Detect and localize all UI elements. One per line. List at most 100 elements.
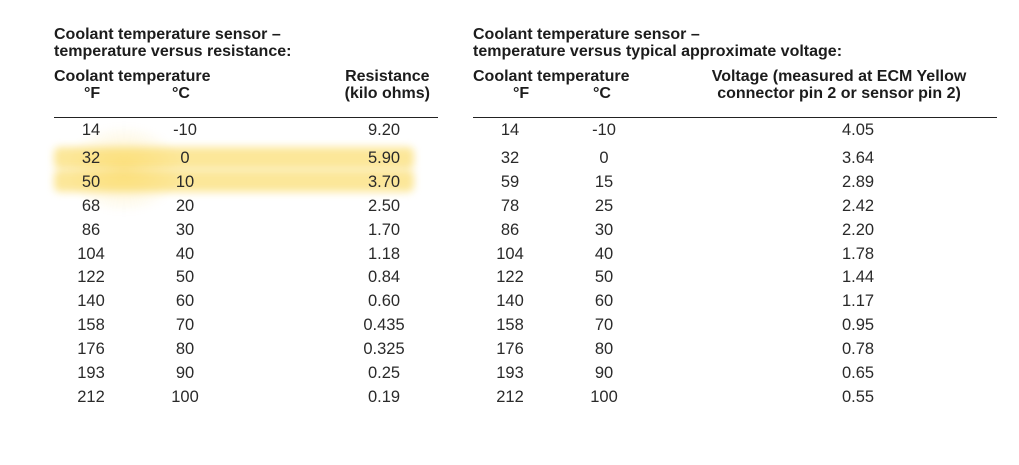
fahrenheit-cell: 158 bbox=[496, 316, 524, 335]
voltage-header: Voltage (measured at ECM Yellow connecto… bbox=[689, 68, 989, 102]
celsius-cell: 90 bbox=[594, 364, 614, 383]
table-row: 78 25 2.42 bbox=[473, 194, 997, 218]
voltage-cell: 1.78 bbox=[841, 244, 875, 263]
voltage-cell: 2.20 bbox=[841, 220, 875, 239]
table-row: 158 70 0.435 bbox=[54, 313, 438, 337]
fahrenheit-cell: 158 bbox=[77, 316, 105, 335]
resistance-cell: 0.325 bbox=[363, 340, 405, 359]
celsius-cell: 60 bbox=[175, 292, 195, 311]
header-rule bbox=[473, 117, 997, 118]
fahrenheit-cell: 14 bbox=[81, 121, 101, 139]
celsius-header: °C bbox=[172, 85, 190, 102]
fahrenheit-cell: 14 bbox=[500, 121, 520, 139]
fahrenheit-cell: 193 bbox=[77, 364, 105, 383]
voltage-rows: 14 -10 4.05 32 0 3.64 59 15 2.89 78 25 2.42 86 30 2.20… bbox=[473, 118, 997, 409]
celsius-header: °C bbox=[593, 85, 611, 102]
table-row: 104 40 1.18 bbox=[54, 242, 438, 266]
voltage-cell: 4.05 bbox=[841, 121, 875, 139]
table-row: 86 30 2.20 bbox=[473, 218, 997, 242]
resistance-header-line1: Resistance bbox=[345, 68, 430, 85]
celsius-cell: 80 bbox=[594, 340, 614, 359]
voltage-cell: 2.42 bbox=[841, 196, 875, 215]
voltage-title-line1: Coolant temperature sensor – bbox=[473, 26, 700, 43]
celsius-cell: 70 bbox=[175, 316, 195, 335]
celsius-cell: 30 bbox=[594, 220, 614, 239]
voltage-title-line2: temperature versus typical approximate v… bbox=[473, 43, 843, 60]
table-row: 193 90 0.25 bbox=[54, 361, 438, 385]
table-row: 122 50 0.84 bbox=[54, 265, 438, 289]
table-row: 32 0 3.64 bbox=[473, 146, 997, 170]
voltage-table: Coolant temperature sensor – temperature… bbox=[473, 26, 997, 409]
table-row: 122 50 1.44 bbox=[473, 265, 997, 289]
fahrenheit-cell: 212 bbox=[496, 387, 524, 406]
voltage-header-line2: connector pin 2 or sensor pin 2) bbox=[717, 85, 961, 102]
table-row: 193 90 0.65 bbox=[473, 361, 997, 385]
fahrenheit-cell: 122 bbox=[77, 268, 105, 287]
table-row: 14 -10 4.05 bbox=[473, 118, 997, 146]
celsius-cell: -10 bbox=[592, 121, 616, 139]
resistance-cell: 0.60 bbox=[367, 292, 401, 311]
celsius-cell: 100 bbox=[171, 387, 199, 406]
highlight-row-50f bbox=[54, 170, 414, 192]
fahrenheit-cell: 86 bbox=[500, 220, 520, 239]
voltage-cell: 2.89 bbox=[841, 172, 875, 191]
celsius-cell: 20 bbox=[175, 196, 195, 215]
coolant-temperature-header: Coolant temperature bbox=[54, 68, 211, 85]
celsius-cell: 40 bbox=[175, 244, 195, 263]
fahrenheit-cell: 50 bbox=[81, 172, 101, 191]
resistance-cell: 0.435 bbox=[363, 316, 405, 335]
celsius-cell: 80 bbox=[175, 340, 195, 359]
table-row: 140 60 0.60 bbox=[54, 289, 438, 313]
resistance-table-title: Coolant temperature sensor – temperature… bbox=[54, 26, 438, 68]
fahrenheit-cell: 122 bbox=[496, 268, 524, 287]
header-rule bbox=[54, 117, 438, 118]
resistance-rows: 14 -10 9.20 32 0 5.90 50 10 3.70 68 20 2.50 86 30 1.70… bbox=[54, 118, 438, 409]
celsius-cell: -10 bbox=[173, 121, 197, 139]
resistance-cell: 3.70 bbox=[367, 172, 401, 191]
table-row: 32 0 5.90 bbox=[54, 146, 438, 170]
resistance-title-line2: temperature versus resistance: bbox=[54, 43, 292, 60]
voltage-cell: 1.44 bbox=[841, 268, 875, 287]
fahrenheit-cell: 104 bbox=[496, 244, 524, 263]
celsius-cell: 0 bbox=[599, 149, 609, 167]
fahrenheit-cell: 104 bbox=[77, 244, 105, 263]
resistance-cell: 9.20 bbox=[367, 121, 401, 139]
resistance-title-line1: Coolant temperature sensor – bbox=[54, 26, 281, 43]
resistance-header: Resistance (kilo ohms) bbox=[345, 68, 430, 102]
fahrenheit-cell: 32 bbox=[81, 149, 101, 167]
celsius-cell: 10 bbox=[175, 172, 195, 191]
highlight-row-32f bbox=[54, 147, 414, 169]
voltage-table-title: Coolant temperature sensor – temperature… bbox=[473, 26, 997, 68]
celsius-cell: 50 bbox=[175, 268, 195, 287]
celsius-cell: 30 bbox=[175, 220, 195, 239]
fahrenheit-cell: 140 bbox=[496, 292, 524, 311]
celsius-cell: 0 bbox=[180, 149, 190, 167]
table-row: 50 10 3.70 bbox=[54, 170, 438, 194]
table-row: 176 80 0.325 bbox=[54, 337, 438, 361]
resistance-cell: 0.84 bbox=[367, 268, 401, 287]
table-row: 176 80 0.78 bbox=[473, 337, 997, 361]
resistance-cell: 2.50 bbox=[367, 196, 401, 215]
voltage-cell: 1.17 bbox=[841, 292, 875, 311]
fahrenheit-cell: 86 bbox=[81, 220, 101, 239]
celsius-cell: 25 bbox=[594, 196, 614, 215]
celsius-cell: 90 bbox=[175, 364, 195, 383]
table-row: 140 60 1.17 bbox=[473, 289, 997, 313]
table-row: 14 -10 9.20 bbox=[54, 118, 438, 146]
resistance-cell: 0.25 bbox=[367, 364, 401, 383]
highlight-glow bbox=[64, 124, 184, 214]
fahrenheit-cell: 32 bbox=[500, 149, 520, 167]
fahrenheit-cell: 68 bbox=[81, 196, 101, 215]
voltage-header-line1: Voltage (measured at ECM Yellow bbox=[711, 68, 967, 85]
table-row: 68 20 2.50 bbox=[54, 194, 438, 218]
fahrenheit-cell: 193 bbox=[496, 364, 524, 383]
fahrenheit-cell: 78 bbox=[500, 196, 520, 215]
voltage-cell: 3.64 bbox=[841, 149, 875, 167]
voltage-cell: 0.95 bbox=[841, 316, 875, 335]
fahrenheit-header: °F bbox=[84, 85, 101, 102]
celsius-cell: 100 bbox=[590, 387, 618, 406]
fahrenheit-cell: 140 bbox=[77, 292, 105, 311]
voltage-cell: 0.65 bbox=[841, 364, 875, 383]
resistance-header-line2: (kilo ohms) bbox=[344, 85, 430, 102]
resistance-table-header: Coolant temperature °F °C Resistance (ki… bbox=[54, 68, 438, 108]
